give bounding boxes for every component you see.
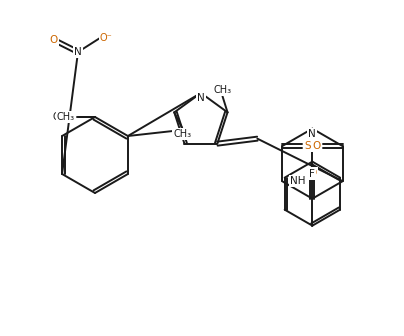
Text: F: F: [309, 169, 315, 179]
Text: O⁻: O⁻: [100, 33, 113, 43]
Text: S: S: [305, 141, 311, 151]
Text: N: N: [74, 47, 82, 57]
Text: O: O: [313, 141, 321, 151]
Text: CH₃: CH₃: [57, 112, 75, 122]
Text: CH₃: CH₃: [173, 129, 191, 139]
Text: NH: NH: [290, 176, 305, 186]
Text: CH₃: CH₃: [53, 112, 71, 122]
Text: O: O: [50, 35, 58, 45]
Text: N: N: [197, 93, 205, 103]
Text: O: O: [308, 168, 316, 178]
Text: CH₃: CH₃: [213, 85, 231, 95]
Text: N: N: [309, 129, 316, 139]
